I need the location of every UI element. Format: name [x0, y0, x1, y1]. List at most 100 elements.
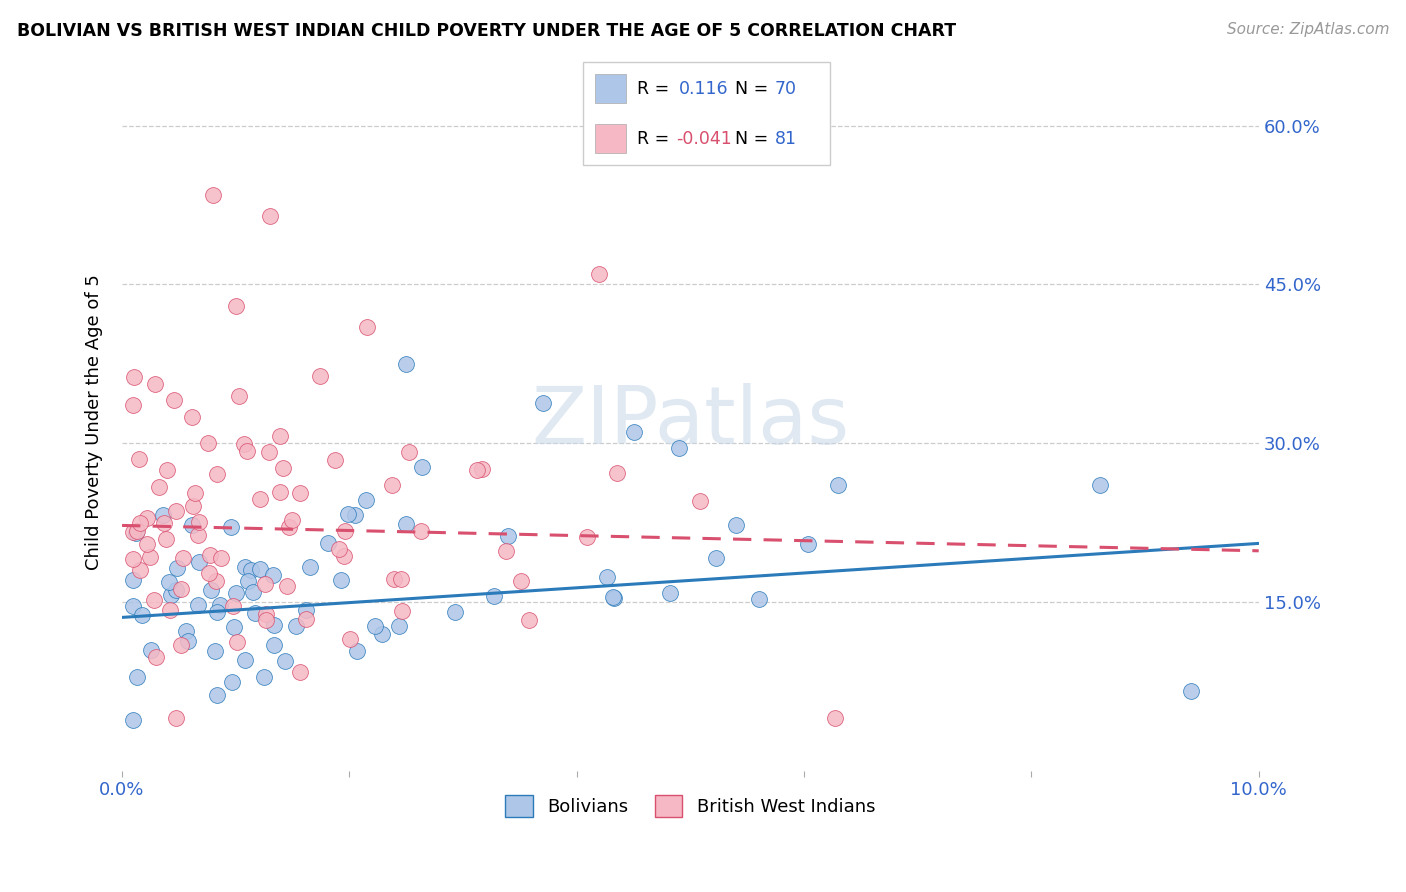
Point — [254, 577, 277, 591]
Point — [281, 513, 304, 527]
Point — [156, 463, 179, 477]
Point — [181, 499, 204, 513]
Point — [233, 559, 256, 574]
Point — [309, 369, 332, 384]
Point — [235, 444, 257, 458]
Point — [170, 638, 193, 652]
Point — [278, 520, 301, 534]
Point — [343, 508, 366, 523]
Point — [122, 524, 145, 539]
Point — [162, 392, 184, 407]
Text: ZIPatlas: ZIPatlas — [531, 383, 849, 461]
Point — [136, 511, 159, 525]
Point — [122, 398, 145, 412]
Point — [180, 409, 202, 424]
Text: -0.041: -0.041 — [676, 129, 733, 148]
Point — [204, 643, 226, 657]
Point — [748, 591, 770, 606]
Point — [271, 461, 294, 475]
Point — [411, 459, 433, 474]
Point — [339, 632, 361, 646]
Point — [127, 670, 149, 684]
Point — [160, 588, 183, 602]
Point — [517, 613, 540, 627]
Point — [143, 377, 166, 392]
Point — [382, 573, 405, 587]
Point — [222, 599, 245, 613]
Point — [269, 428, 291, 442]
Point — [128, 452, 150, 467]
Point — [576, 530, 599, 544]
Point — [225, 585, 247, 599]
Point — [209, 598, 232, 612]
Point — [269, 485, 291, 500]
Point — [129, 563, 152, 577]
Point — [209, 551, 232, 566]
Point — [395, 357, 418, 371]
Point — [606, 466, 628, 480]
Point — [288, 486, 311, 500]
Point — [122, 552, 145, 566]
Y-axis label: Child Poverty Under the Age of 5: Child Poverty Under the Age of 5 — [86, 274, 103, 570]
Point — [145, 649, 167, 664]
Point — [387, 619, 409, 633]
Text: R =: R = — [637, 79, 669, 98]
Point — [328, 541, 350, 556]
Point — [354, 492, 377, 507]
Point — [198, 566, 221, 581]
Point — [1088, 478, 1111, 492]
Point — [204, 574, 226, 589]
Point — [125, 525, 148, 540]
Point — [148, 480, 170, 494]
Point — [165, 711, 187, 725]
Point — [169, 582, 191, 597]
Point — [395, 516, 418, 531]
Point — [364, 619, 387, 633]
Point — [288, 665, 311, 679]
Point — [827, 478, 849, 492]
Point — [198, 548, 221, 562]
Point — [205, 688, 228, 702]
Point — [155, 533, 177, 547]
Point — [188, 555, 211, 569]
Point — [259, 209, 281, 223]
Point — [588, 267, 610, 281]
Point — [668, 442, 690, 456]
Text: Source: ZipAtlas.com: Source: ZipAtlas.com — [1226, 22, 1389, 37]
Point — [335, 524, 357, 539]
Point — [263, 638, 285, 652]
Point — [444, 605, 467, 619]
Point — [496, 529, 519, 543]
Point — [294, 603, 316, 617]
Point — [228, 389, 250, 403]
Point — [259, 445, 281, 459]
Point — [658, 586, 681, 600]
Point — [285, 619, 308, 633]
Point — [174, 624, 197, 638]
Point — [225, 299, 247, 313]
Point — [603, 591, 626, 605]
Point — [127, 524, 149, 538]
Point — [122, 573, 145, 587]
Point — [398, 445, 420, 459]
Point — [371, 626, 394, 640]
Point — [236, 574, 259, 588]
Point — [249, 491, 271, 506]
Point — [240, 563, 263, 577]
Point — [224, 620, 246, 634]
Point — [298, 560, 321, 574]
Point — [602, 590, 624, 604]
Point — [232, 437, 254, 451]
Point — [187, 598, 209, 612]
Point — [346, 644, 368, 658]
Point — [219, 520, 242, 534]
Point — [159, 603, 181, 617]
Point — [253, 670, 276, 684]
Point — [152, 508, 174, 522]
Point — [295, 612, 318, 626]
Text: 81: 81 — [775, 129, 797, 148]
Point — [201, 187, 224, 202]
Point — [122, 599, 145, 613]
Point — [356, 320, 378, 334]
Point — [243, 606, 266, 620]
